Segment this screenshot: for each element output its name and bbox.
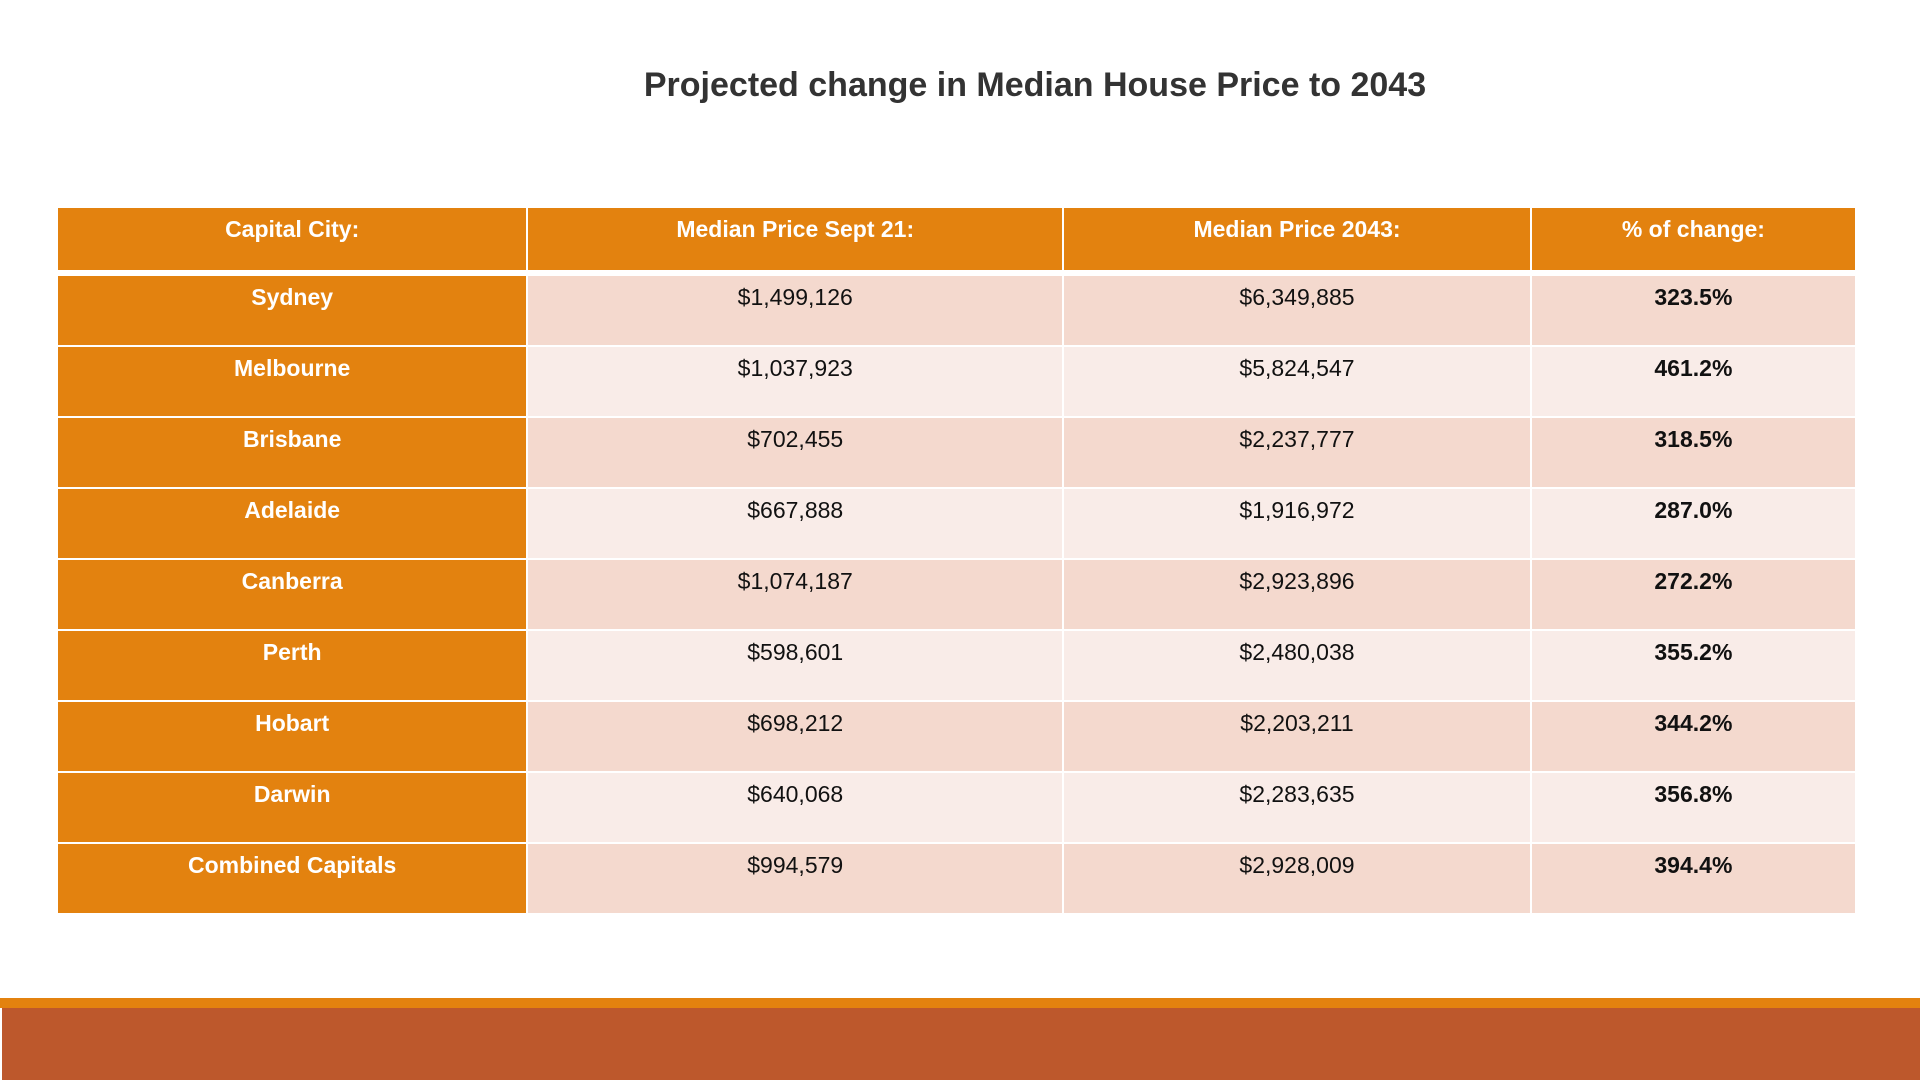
table-row: Adelaide $667,888 $1,916,972 287.0% (58, 489, 1855, 558)
median-price-2043-cell: $2,480,038 (1064, 631, 1530, 700)
table-row: Hobart $698,212 $2,203,211 344.2% (58, 702, 1855, 771)
median-price-sept21-cell: $1,037,923 (528, 347, 1063, 416)
median-price-2043-cell: $2,928,009 (1064, 844, 1530, 913)
slide-title: Projected change in Median House Price t… (643, 66, 1427, 104)
table-row: Combined Capitals $994,579 $2,928,009 394.4… (58, 844, 1855, 913)
table-row: Canberra $1,074,187 $2,923,896 272.2% (58, 560, 1855, 629)
percent-change-cell: 344.2% (1531, 702, 1855, 771)
median-price-2043-cell: $6,349,885 (1064, 276, 1530, 345)
header-median-price-2043: Median Price 2043: (1064, 208, 1530, 274)
median-price-sept21-cell: $702,455 (528, 418, 1063, 487)
median-price-sept21-cell: $667,888 (528, 489, 1063, 558)
header-capital-city: Capital City: (58, 208, 527, 274)
median-price-2043-cell: $2,237,777 (1064, 418, 1530, 487)
percent-change-cell: 355.2% (1531, 631, 1855, 700)
percent-change-cell: 287.0% (1531, 489, 1855, 558)
city-cell: Hobart (58, 702, 527, 771)
table-header-row: Capital City: Median Price Sept 21: Medi… (58, 208, 1855, 274)
header-percent-change: % of change: (1531, 208, 1855, 274)
median-price-2043-cell: $2,283,635 (1064, 773, 1530, 842)
percent-change-cell: 461.2% (1531, 347, 1855, 416)
table-row: Sydney $1,499,126 $6,349,885 323.5% (58, 276, 1855, 345)
city-cell: Canberra (58, 560, 527, 629)
median-price-sept21-cell: $1,499,126 (528, 276, 1063, 345)
city-cell: Adelaide (58, 489, 527, 558)
city-cell: Sydney (58, 276, 527, 345)
median-price-sept21-cell: $640,068 (528, 773, 1063, 842)
median-price-2043-cell: $5,824,547 (1064, 347, 1530, 416)
percent-change-cell: 318.5% (1531, 418, 1855, 487)
median-price-2043-cell: $2,923,896 (1064, 560, 1530, 629)
table-row: Darwin $640,068 $2,283,635 356.8% (58, 773, 1855, 842)
footer-bar (2, 1008, 1920, 1080)
median-price-sept21-cell: $698,212 (528, 702, 1063, 771)
median-price-sept21-cell: $598,601 (528, 631, 1063, 700)
percent-change-cell: 323.5% (1531, 276, 1855, 345)
table-row: Perth $598,601 $2,480,038 355.2% (58, 631, 1855, 700)
city-cell: Perth (58, 631, 527, 700)
percent-change-cell: 272.2% (1531, 560, 1855, 629)
median-price-sept21-cell: $994,579 (528, 844, 1063, 913)
percent-change-cell: 356.8% (1531, 773, 1855, 842)
city-cell: Darwin (58, 773, 527, 842)
header-median-price-sept21: Median Price Sept 21: (528, 208, 1063, 274)
table-row: Brisbane $702,455 $2,237,777 318.5% (58, 418, 1855, 487)
footer-accent-stripe (0, 998, 1920, 1008)
median-price-2043-cell: $1,916,972 (1064, 489, 1530, 558)
city-cell: Brisbane (58, 418, 527, 487)
price-table: Capital City: Median Price Sept 21: Medi… (56, 206, 1857, 915)
percent-change-cell: 394.4% (1531, 844, 1855, 913)
city-cell: Combined Capitals (58, 844, 527, 913)
city-cell: Melbourne (58, 347, 527, 416)
median-price-sept21-cell: $1,074,187 (528, 560, 1063, 629)
table-row: Melbourne $1,037,923 $5,824,547 461.2% (58, 347, 1855, 416)
median-price-2043-cell: $2,203,211 (1064, 702, 1530, 771)
